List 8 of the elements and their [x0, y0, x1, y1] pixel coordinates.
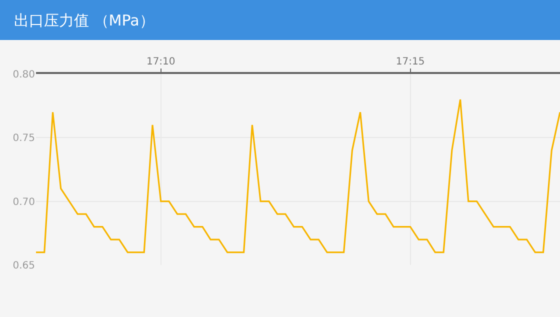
y-tick-label: 0.70: [12, 196, 35, 208]
chart-title: 出口压力值 （MPa）: [14, 11, 154, 30]
y-tick-label: 0.65: [12, 260, 35, 272]
x-tick-label: 17:15: [396, 56, 425, 68]
y-tick-label: 0.80: [12, 70, 35, 80]
line-series: [36, 98, 560, 254]
y-tick-label: 0.75: [12, 133, 35, 144]
x-tick-label: 17:10: [146, 56, 176, 68]
